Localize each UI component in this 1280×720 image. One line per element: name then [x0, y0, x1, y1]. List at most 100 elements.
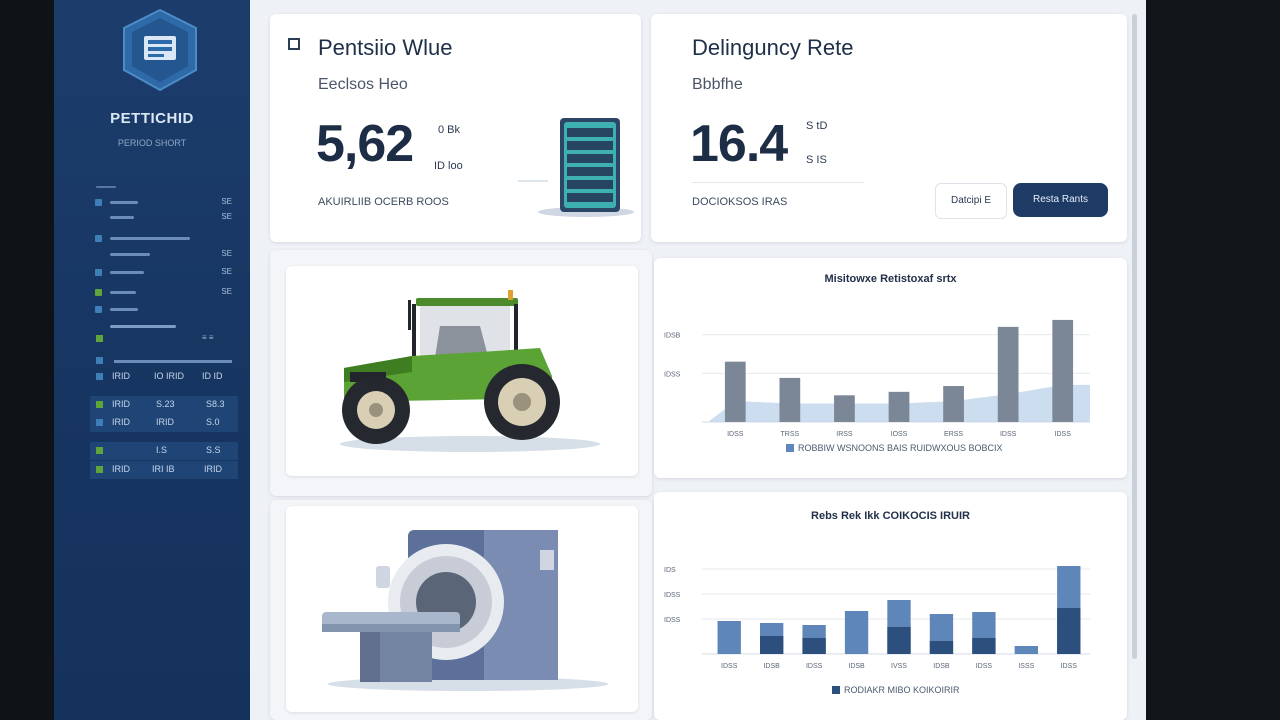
kpi-delta: S tD [806, 120, 828, 132]
table-cell: IRID [204, 464, 222, 474]
x-tick-label: IDSB [848, 663, 865, 670]
x-tick-label: IDSS [721, 663, 738, 670]
legend-label: RODIAKR MIBO KOIKOIRIR [844, 685, 960, 695]
kpi-subtitle: Bbbfhe [692, 76, 743, 93]
nav-item[interactable]: SE [92, 266, 238, 280]
mri-scanner-image [322, 530, 608, 691]
bar-segment [887, 627, 911, 654]
card-icon [288, 38, 300, 50]
x-tick-label: IDSS [1055, 431, 1072, 438]
table-cell: IRID [112, 371, 130, 381]
chart-title: Misitowxe Retistoxaf srtx [824, 273, 957, 285]
bar [997, 326, 1019, 422]
table-cell: IRI IB [152, 464, 175, 474]
nav-item[interactable]: SE [92, 211, 238, 225]
nav-item-icon [95, 306, 102, 313]
y-tick-label: IDSB [664, 333, 681, 340]
row-marker [96, 373, 103, 380]
table-cell: S8.3 [206, 399, 225, 409]
table-cell: ID ID [202, 371, 223, 381]
secondary-button[interactable]: Datcipi E [935, 183, 1007, 219]
table-row[interactable]: IRID IRI IB IRID [90, 461, 238, 479]
nav-item-value: SE [221, 267, 232, 276]
table-cell: S.0 [206, 417, 220, 427]
nav-item-icon [95, 289, 102, 296]
kpi-footer: AKUIRLIIB OCERB ROOS [318, 196, 449, 208]
bar [844, 611, 869, 654]
x-tick-label: TRSS [781, 431, 800, 438]
primary-button[interactable]: Resta Rants [1013, 183, 1108, 217]
table-row[interactable]: IRID IO IRID ID ID [90, 368, 238, 386]
x-tick-label: ERSS [944, 431, 963, 438]
x-tick-label: IDSS [806, 663, 823, 670]
table-cell: IO IRID [154, 371, 185, 381]
bar-segment [1057, 608, 1081, 654]
kpi-period: ID loo [434, 160, 463, 172]
bar [943, 386, 964, 422]
divider [692, 182, 864, 183]
bar-chart: IDSB IDSS IDSS TRSS IRSS IOSS ERSS IDSS IDSS [664, 319, 1090, 438]
row-marker [96, 335, 103, 342]
y-tick-label: IDSS [664, 617, 681, 624]
x-tick-label: IRSS [836, 431, 853, 438]
row-marker [96, 419, 103, 426]
row-marker [96, 357, 103, 364]
bar [717, 621, 741, 654]
legend-swatch [786, 444, 794, 452]
kpi-value: 5,62 [316, 115, 414, 173]
nav-item[interactable] [92, 232, 238, 246]
nav-item[interactable] [92, 182, 238, 196]
y-tick-label: IDS [664, 567, 676, 574]
bar-segment [929, 641, 954, 654]
x-tick-label: IDSS [1061, 663, 1078, 670]
scrollbar[interactable] [1132, 14, 1137, 659]
nav-item-value: SE [221, 249, 232, 258]
nav-progress [92, 320, 238, 334]
row-marker [96, 466, 103, 473]
bar-segment [972, 638, 996, 654]
bar [724, 361, 746, 422]
bar-chart: IDS IDSS IDSS IDSS IDSB IDSS IDSB IVSS IDSB IDSS I… [664, 566, 1090, 670]
brand-name: PETTICHID [110, 110, 194, 127]
table-cell: IRID [112, 417, 130, 427]
x-tick-label: IOSS [891, 431, 908, 438]
bar [888, 391, 910, 422]
chart-title: Rebs Rek Ikk COIKOCIS IRUIR [811, 510, 970, 522]
table-cell: I.S [156, 445, 168, 455]
table-row[interactable]: ≡ ≡ [90, 330, 238, 348]
bar [779, 377, 801, 422]
brand-subtitle: PERIOD SHORT [117, 138, 187, 148]
bar [1014, 646, 1039, 654]
kpi-period: S IS [806, 154, 827, 166]
table-cell: IRID [112, 399, 130, 409]
x-tick-label: IDSS [976, 663, 993, 670]
tractor-image [340, 290, 600, 452]
bar [834, 395, 855, 422]
table-cell: S.23 [156, 399, 175, 409]
table-cell: IRID [156, 417, 174, 427]
y-tick-label: IDSS [664, 371, 681, 378]
nav-item[interactable]: SE [92, 248, 238, 262]
table-cell: IRID [112, 464, 130, 474]
table-row[interactable] [90, 352, 238, 370]
x-tick-label: IDSB [933, 663, 950, 670]
bar-segment [802, 638, 826, 654]
nav-item-value: SE [221, 287, 232, 296]
table-row[interactable]: I.S S.S [90, 442, 238, 460]
table-row[interactable]: IRID IRID S.0 [90, 414, 238, 432]
kpi-footer: DOCIOKSOS IRAS [692, 196, 788, 208]
x-tick-label: IDSS [727, 431, 744, 438]
nav-item-icon [95, 199, 102, 206]
nav-item-value: SE [221, 212, 232, 221]
kpi-value: 16.4 [690, 115, 788, 173]
screen-bezel [1146, 0, 1280, 720]
kpi-subtitle: Eeclsos Heo [318, 76, 408, 93]
table-row[interactable]: IRID S.23 S8.3 [90, 396, 238, 414]
nav-item-icon [95, 235, 102, 242]
nav-item-value: SE [221, 197, 232, 206]
x-tick-label: ISSS [1018, 663, 1034, 670]
nav-item[interactable]: SE [92, 196, 238, 210]
nav-item[interactable]: SE [92, 286, 238, 300]
nav-item[interactable] [92, 303, 238, 317]
table-cell: S.S [206, 445, 221, 455]
